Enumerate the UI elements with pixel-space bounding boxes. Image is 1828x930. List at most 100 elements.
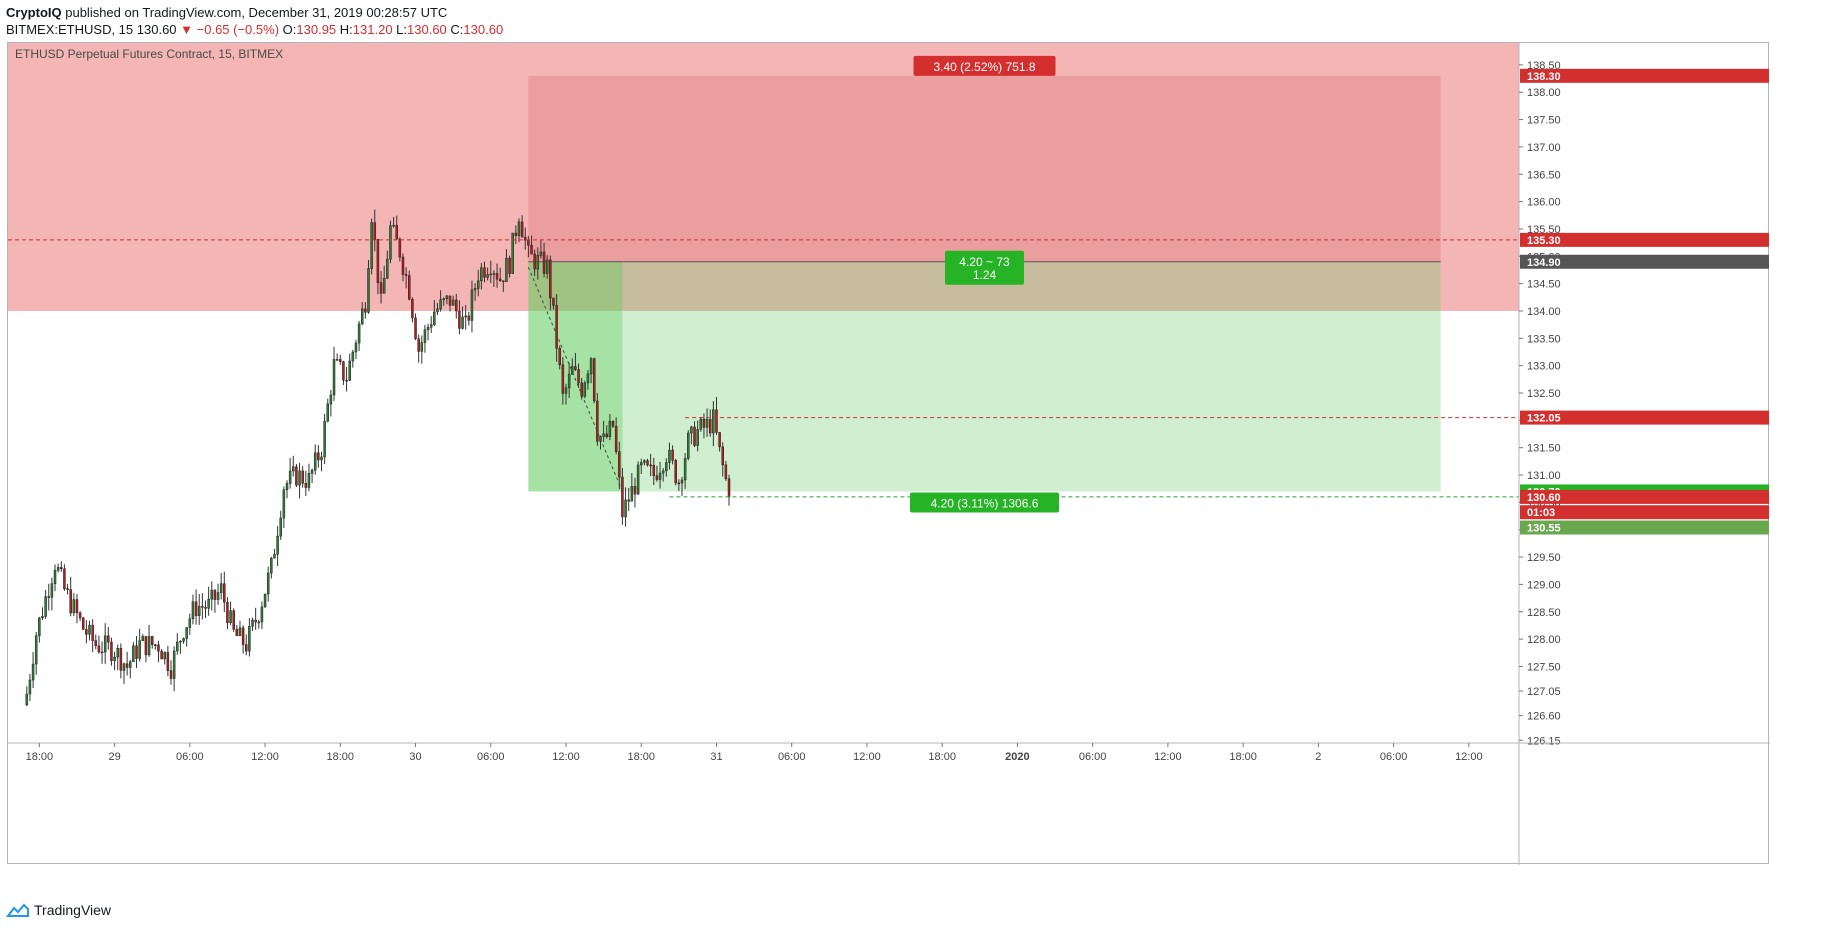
time-axis[interactable]: 18:00 29 06:00 12:00 18:00 30 06:00 12:00 18:00 3… — [8, 742, 1770, 763]
candle-body — [649, 464, 652, 467]
candle-body — [119, 648, 123, 671]
time-tick-label: 18:00 — [627, 751, 655, 763]
candle-body — [492, 273, 496, 275]
author-name[interactable]: CryptoIQ — [6, 5, 62, 20]
tradingview-logo[interactable]: TradingView — [6, 902, 111, 918]
candle-body — [154, 644, 157, 646]
candle-body — [25, 693, 29, 705]
price-label: 132.05 — [1527, 413, 1561, 425]
candle-body — [157, 644, 160, 652]
candle-body — [216, 592, 220, 600]
price-label: 130.55 — [1527, 523, 1561, 535]
price-label-bg — [1520, 505, 1769, 520]
candle-body — [232, 610, 235, 630]
candle-body — [125, 663, 129, 668]
price-label: 01:03 — [1527, 507, 1555, 519]
candle-body — [480, 267, 483, 282]
candle-body — [389, 225, 392, 260]
price-tick-label: 128.00 — [1527, 634, 1561, 646]
candle-body — [665, 462, 668, 472]
candle-body — [38, 617, 41, 637]
candle-body — [194, 601, 198, 616]
candle-body — [69, 589, 72, 614]
time-tick-label: 18:00 — [1229, 751, 1257, 763]
candle-body — [630, 486, 634, 502]
price-label-bg — [1520, 520, 1769, 535]
candle-body — [204, 607, 207, 609]
candle-body — [201, 606, 204, 608]
candle-body — [702, 418, 706, 428]
candle-body — [646, 460, 649, 466]
candle-body — [298, 470, 301, 486]
time-tick-label: 06:00 — [1079, 751, 1107, 763]
candle-body — [207, 598, 210, 609]
candle-body — [251, 619, 254, 627]
candle-body — [270, 557, 273, 574]
candle-body — [386, 258, 389, 279]
candle-body — [489, 273, 493, 276]
candle-body — [461, 316, 464, 329]
candle-body — [602, 433, 605, 437]
candle-body — [160, 650, 163, 660]
candle-body — [727, 478, 731, 498]
time-tick-label: 06:00 — [778, 751, 806, 763]
candle-body — [107, 635, 110, 643]
candle-body — [53, 569, 57, 584]
chart-header: CryptoIQ published on TradingView.com, D… — [6, 4, 503, 38]
candle-body — [536, 255, 540, 270]
candle-body — [116, 648, 119, 658]
candle-body — [420, 342, 424, 352]
candle-body — [495, 273, 499, 280]
time-tick-label: 2020 — [1005, 751, 1029, 763]
candle-body — [94, 640, 98, 647]
candle-body — [605, 433, 609, 437]
candle-body — [348, 360, 351, 381]
candle-body — [545, 259, 549, 274]
candle-body — [60, 567, 63, 570]
candle-body — [260, 606, 264, 623]
candle-body — [169, 670, 173, 679]
candle-body — [571, 366, 574, 375]
candle-body — [408, 275, 411, 300]
symbol-label[interactable]: BITMEX:ETHUSD, 15 — [6, 22, 134, 37]
candle-body — [135, 645, 138, 659]
brand-text: TradingView — [34, 902, 112, 918]
candle-body — [320, 456, 323, 461]
candle-body — [451, 299, 455, 306]
candle-body — [144, 636, 148, 656]
price-tick-label: 127.50 — [1527, 661, 1561, 673]
time-tick-label: 18:00 — [327, 751, 355, 763]
price-tick-label: 128.50 — [1527, 607, 1561, 619]
candle-body — [229, 610, 232, 624]
price-tick-label: 133.00 — [1527, 361, 1561, 373]
price-tick-label: 129.00 — [1527, 579, 1561, 591]
price-tick-label: 134.50 — [1527, 279, 1561, 291]
time-tick-label: 12:00 — [251, 751, 279, 763]
candle-body — [147, 636, 151, 656]
price-label-bg — [1520, 489, 1769, 504]
candle-body — [639, 462, 643, 466]
price-tick-label: 134.00 — [1527, 306, 1561, 318]
low-value: 130.60 — [407, 22, 447, 37]
candle-body — [596, 400, 599, 442]
candle-body — [63, 568, 66, 589]
time-tick-label: 12:00 — [1455, 751, 1483, 763]
candle-body — [226, 601, 229, 624]
candle-body — [332, 359, 336, 396]
candle-body — [661, 470, 665, 474]
price-axis[interactable]: 126.15 126.60 127.05 127.50 128.00 128.50 129.… — [1518, 43, 1769, 865]
candle-body — [611, 420, 615, 427]
candle-body — [163, 652, 166, 660]
chart-svg[interactable]: 3.40 (2.52%) 751.8 4.20 ~ 731.24 4.20 (3.1… — [8, 43, 1770, 865]
risk-reward-label-text: 1.24 — [973, 268, 997, 282]
candle-body — [712, 409, 715, 434]
time-tick-label: 06:00 — [176, 751, 204, 763]
candle-body — [364, 308, 367, 313]
candle-body — [44, 596, 47, 617]
candle-body — [583, 382, 587, 397]
chart-pane[interactable]: 3.40 (2.52%) 751.8 4.20 ~ 73 1.24 4.20 (3.1… — [7, 42, 1770, 865]
candle-body — [354, 342, 358, 353]
time-tick-label: 31 — [710, 751, 722, 763]
candle-body — [75, 599, 79, 614]
candle-body — [150, 636, 154, 645]
